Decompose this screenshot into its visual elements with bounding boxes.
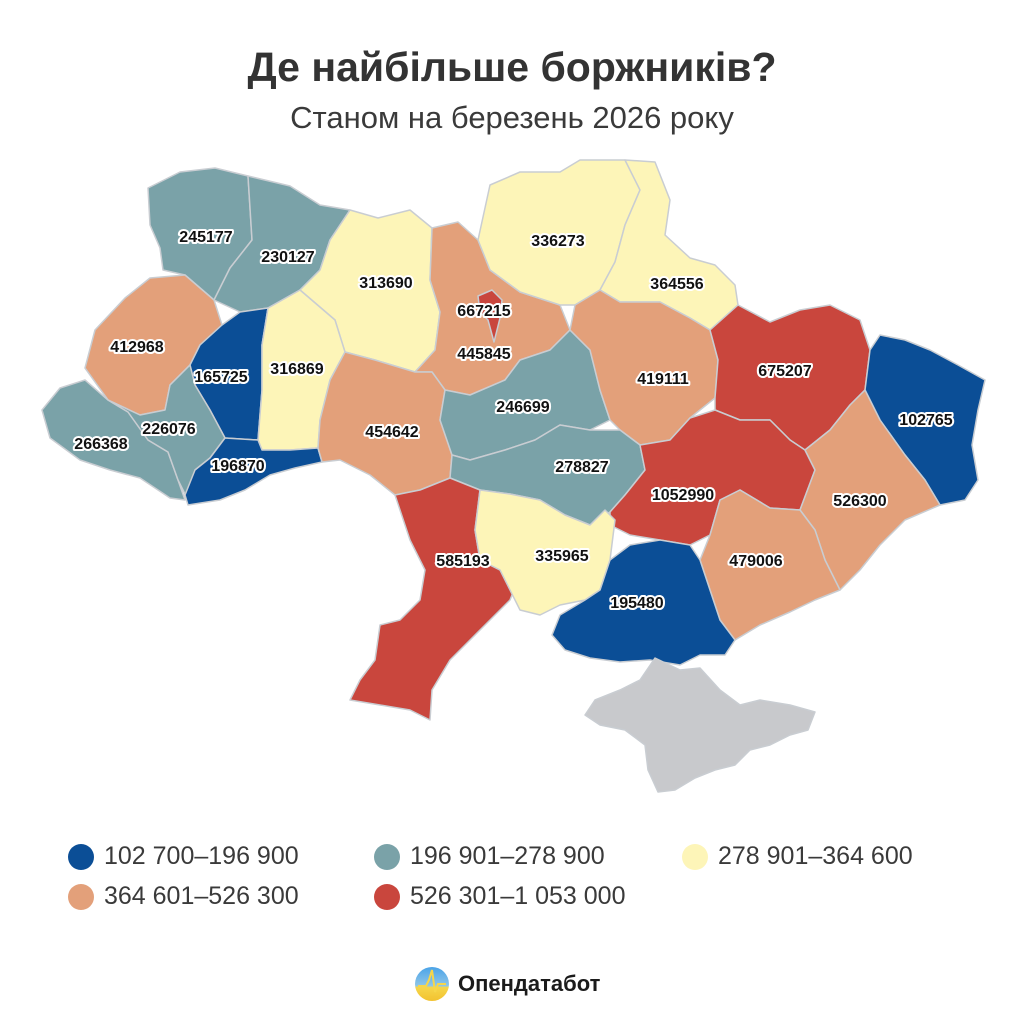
label-mykolaiv: 335965: [535, 548, 588, 565]
label-kyiv-city: 667215: [457, 303, 510, 320]
opendatabot-logo-icon: [415, 967, 449, 1001]
label-zaporizhzhia: 479006: [729, 553, 782, 570]
legend-swatch-icon: [374, 883, 400, 910]
label-vinnytsia: 454642: [365, 424, 418, 441]
label-chernihiv: 336273: [531, 233, 584, 250]
region-kherson[interactable]: [551, 539, 736, 666]
region-crimea[interactable]: [584, 657, 816, 793]
label-donetsk: 526300: [833, 493, 886, 510]
label-sumy: 364556: [650, 276, 703, 293]
legend-item-4: 364 601–526 300: [68, 882, 299, 911]
label-zakarpattia: 266368: [74, 436, 127, 453]
label-poltava: 419111: [637, 371, 689, 388]
label-rivne: 230127: [261, 249, 314, 266]
legend-swatch-icon: [68, 843, 94, 870]
legend-item-1: 102 700–196 900: [68, 842, 299, 871]
label-zhytomyr: 313690: [359, 275, 412, 292]
label-cherkasy: 246699: [496, 399, 549, 416]
legend-label: 278 901–364 600: [718, 842, 913, 870]
label-kharkiv: 675207: [758, 363, 811, 380]
legend-label: 526 301–1 053 000: [410, 882, 626, 910]
label-kirovohrad: 278827: [555, 459, 608, 476]
brand-name: Опендатабот: [458, 971, 601, 996]
brand-logo: Опендатабот: [414, 966, 600, 1002]
label-luhansk: 102765: [899, 412, 952, 429]
region-donetsk[interactable]: [799, 389, 941, 591]
label-dnipropetrovsk: 1052990: [652, 487, 714, 504]
label-ternopil: 165725: [194, 369, 247, 386]
legend-item-5: 526 301–1 053 000: [374, 882, 626, 911]
label-chernivtsi: 196870: [211, 458, 264, 475]
label-volyn: 245177: [179, 229, 232, 246]
label-odesa: 585193: [436, 553, 489, 570]
legend-label: 102 700–196 900: [104, 842, 299, 870]
legend-item-3: 278 901–364 600: [682, 842, 913, 871]
legend-swatch-icon: [68, 883, 94, 910]
legend-swatch-icon: [374, 843, 400, 870]
region-kyiv-city[interactable]: [477, 289, 503, 343]
label-khmelnytskyi: 316869: [270, 361, 323, 378]
label-ivano-frankivsk: 226076: [142, 421, 195, 438]
chart-subtitle: Станом на березень 2026 року: [290, 100, 734, 135]
legend-item-2: 196 901–278 900: [374, 842, 605, 871]
legend-swatch-icon: [682, 843, 708, 870]
label-kyiv-oblast: 445845: [457, 346, 510, 363]
legend-label: 196 901–278 900: [410, 842, 605, 870]
label-kherson: 195480: [610, 595, 663, 612]
label-lviv: 412968: [110, 339, 163, 356]
legend-label: 364 601–526 300: [104, 882, 299, 910]
chart-title: Де найбільше боржників?: [247, 44, 777, 90]
